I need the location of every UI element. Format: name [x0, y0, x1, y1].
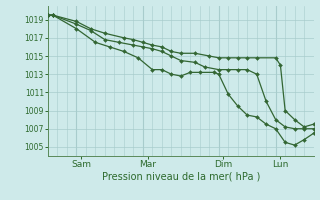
X-axis label: Pression niveau de la mer( hPa ): Pression niveau de la mer( hPa )	[102, 172, 260, 182]
